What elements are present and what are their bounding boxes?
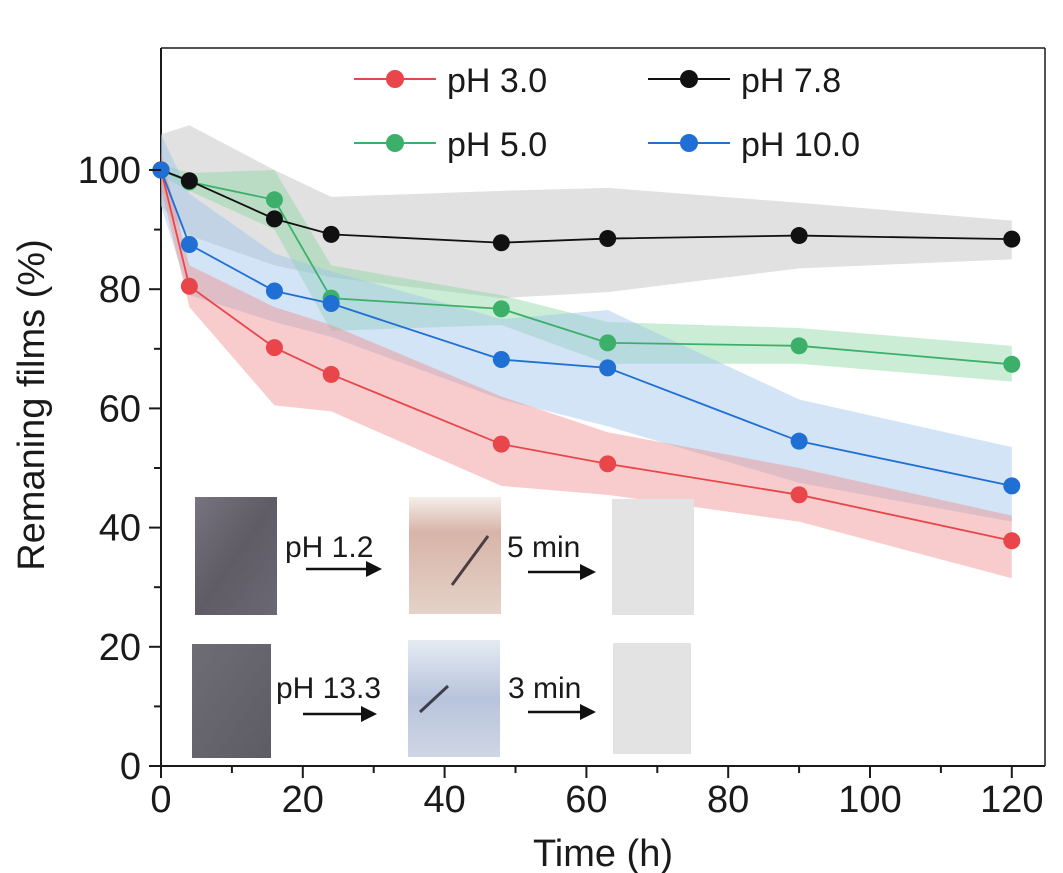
inset-time-5min: 5 min [507, 531, 580, 564]
band-ph100 [161, 134, 1012, 522]
line-ph100 [160, 169, 1012, 487]
arrow-right-icon [306, 561, 382, 577]
vial-film-fragment [418, 684, 450, 714]
y-axis-title: Remaning films (%) [11, 239, 53, 571]
point-ph50 [599, 334, 617, 352]
point-ph78 [790, 227, 808, 245]
x-tick-label: 0 [150, 779, 171, 821]
point-ph30 [492, 435, 510, 453]
point-ph100 [492, 351, 510, 369]
point-ph30 [790, 486, 808, 504]
arrow-right-icon [528, 704, 596, 720]
point-ph50 [492, 300, 510, 318]
legend-label-ph78: pH 7.8 [741, 62, 841, 100]
arrow-right-icon [303, 706, 377, 722]
band-ph30 [161, 152, 1012, 579]
inset-label-ph12: pH 1.2 [285, 531, 373, 564]
line-ph78 [160, 169, 1012, 244]
y-tick-label: 80 [99, 269, 141, 311]
point-ph50 [1003, 355, 1021, 373]
point-ph78 [492, 234, 510, 252]
inset-time-3min: 3 min [508, 672, 581, 705]
point-ph30 [599, 455, 617, 473]
point-ph78 [322, 225, 340, 243]
line-ph30 [160, 169, 1012, 542]
point-ph78 [265, 210, 283, 228]
inset-photos: pH 1.2 5 min pH 13.3 3 min [192, 497, 694, 758]
point-ph100 [322, 295, 340, 313]
band-ph50 [161, 164, 1012, 382]
point-ph30 [322, 365, 340, 383]
point-ph100 [599, 359, 617, 377]
legend-item-ph5: pH 5.0 [354, 126, 547, 164]
legend-label-ph3: pH 3.0 [447, 62, 547, 100]
blank-photo-dissolved-base [613, 643, 691, 754]
point-ph100 [1003, 477, 1021, 495]
point-ph78 [599, 230, 617, 248]
arrow-right-icon [528, 564, 596, 580]
legend-label-ph10: pH 10.0 [741, 126, 860, 164]
point-ph100 [265, 282, 283, 300]
vial-film-fragment [450, 535, 490, 586]
band-ph78 [161, 125, 1012, 299]
point-ph100 [790, 432, 808, 450]
x-tick-label: 40 [423, 779, 465, 821]
x-axis-title: Time (h) [533, 833, 673, 873]
point-ph50 [265, 191, 283, 209]
y-tick-label: 60 [99, 388, 141, 430]
point-ph78 [180, 172, 198, 190]
x-tick-label: 120 [980, 779, 1043, 821]
confidence-bands [161, 125, 1012, 579]
point-ph100 [180, 236, 198, 253]
y-tick-label: 100 [78, 150, 141, 192]
film-photo-before-base [192, 644, 271, 758]
point-ph30 [180, 277, 198, 295]
legend-item-ph3: pH 3.0 [354, 62, 547, 100]
line-ph50 [160, 169, 1012, 366]
x-tick-label: 80 [707, 779, 749, 821]
point-ph30 [265, 339, 283, 357]
x-tick-label: 100 [838, 779, 901, 821]
series-lines [152, 161, 1021, 550]
vial-photo-base [408, 640, 500, 757]
legend: pH 3.0 pH 5.0 pH 7.8 pH 10.0 [354, 62, 860, 164]
point-ph30 [1003, 532, 1021, 550]
y-tick-label: 40 [99, 508, 141, 550]
y-tick-label: 20 [99, 627, 141, 669]
axis-ticks: 0 20 40 60 80 100 120 0 20 40 60 80 100 [78, 150, 1044, 821]
x-tick-label: 60 [565, 779, 607, 821]
inset-label-ph133: pH 13.3 [276, 672, 381, 705]
y-tick-label: 0 [120, 746, 141, 788]
point-ph78 [1003, 230, 1021, 248]
blank-photo-dissolved-acid [612, 499, 694, 615]
legend-label-ph5: pH 5.0 [447, 126, 547, 164]
point-ph50 [790, 337, 808, 355]
legend-item-ph10: pH 10.0 [648, 126, 860, 164]
vial-photo-acid [409, 497, 501, 614]
x-tick-label: 20 [282, 779, 324, 821]
legend-item-ph78: pH 7.8 [648, 62, 841, 100]
film-photo-before-acid [195, 497, 277, 615]
